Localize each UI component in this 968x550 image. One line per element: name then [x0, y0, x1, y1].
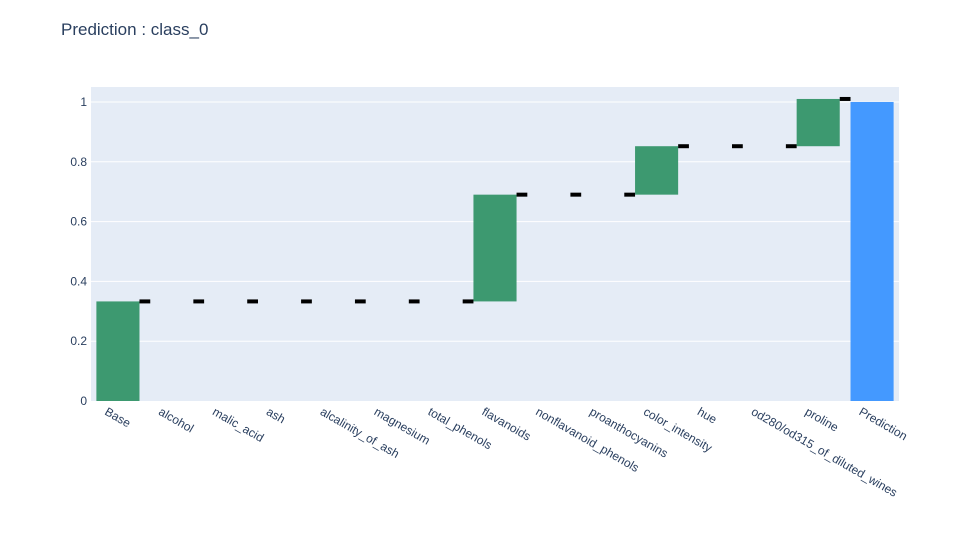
chart-title: Prediction : class_0 [61, 20, 209, 39]
bar-flavanoids [473, 194, 517, 302]
x-tick-label: Prediction [857, 404, 910, 443]
y-tick-label: 0 [80, 394, 87, 408]
x-tick-label: hue [695, 404, 720, 426]
y-axis-ticks: 0 0.2 0.4 0.6 0.8 1 [70, 95, 87, 408]
x-tick-label: Base [102, 404, 133, 430]
x-tick-label: malic_acid [210, 404, 266, 444]
y-tick-label: 1 [80, 95, 87, 109]
y-tick-label: 0.4 [70, 274, 87, 288]
bar-proline [796, 98, 840, 147]
y-tick-label: 0.2 [70, 334, 87, 348]
x-tick-label: alcohol [156, 404, 196, 435]
bar-base [96, 301, 140, 401]
x-tick-label: proline [803, 404, 841, 434]
x-tick-label: ash [264, 404, 288, 426]
bars [96, 98, 894, 401]
bar-prediction [850, 101, 894, 401]
connectors [139, 96, 851, 304]
bar-color-intensity [635, 146, 679, 195]
y-tick-label: 0.8 [70, 155, 87, 169]
y-tick-label: 0.6 [70, 215, 87, 229]
